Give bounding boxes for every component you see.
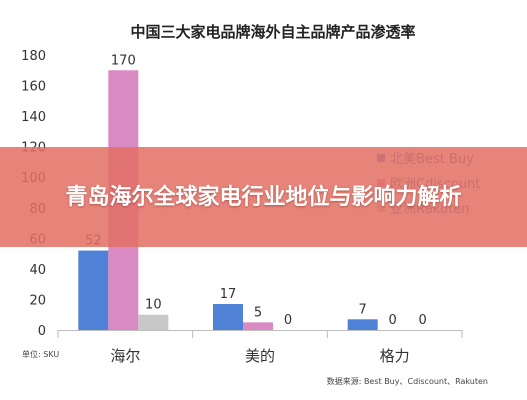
y-tick-label: 180 [21, 49, 46, 64]
data-label: 170 [111, 53, 136, 68]
x-tick-label: 美的 [245, 347, 275, 365]
data-label: 0 [389, 313, 397, 328]
chart-title: 中国三大家电品牌海外自主品牌产品渗透率 [130, 23, 415, 41]
data-label: 7 [359, 302, 367, 317]
source-note: 数据来源: Best Buy、Cdiscount、Rakuten [327, 376, 488, 386]
bar [347, 319, 378, 330]
bar [243, 322, 273, 330]
y-tick-label: 160 [21, 80, 46, 95]
headline-text: 青岛海尔全球家电行业地位与影响力解析 [65, 184, 462, 210]
y-tick-label: 0 [38, 324, 46, 339]
data-label: 17 [220, 287, 237, 302]
y-tick-label: 40 [29, 263, 46, 278]
y-tick-label: 140 [21, 110, 46, 125]
bar [78, 250, 109, 330]
x-tick-label: 格力 [380, 347, 410, 365]
bar [213, 304, 243, 330]
data-label: 0 [419, 313, 427, 328]
bar [138, 314, 169, 330]
headline-banner: 青岛海尔全球家电行业地位与影响力解析 [0, 147, 527, 247]
y-tick-label: 20 [29, 293, 46, 308]
unit-note: 单位: SKU [22, 349, 59, 359]
data-label: 10 [145, 298, 162, 313]
data-label: 5 [254, 305, 262, 320]
x-tick-label: 海尔 [110, 347, 140, 365]
data-label: 0 [284, 313, 292, 328]
axes: 020406080100120140160180海尔美的格力 [21, 49, 463, 365]
